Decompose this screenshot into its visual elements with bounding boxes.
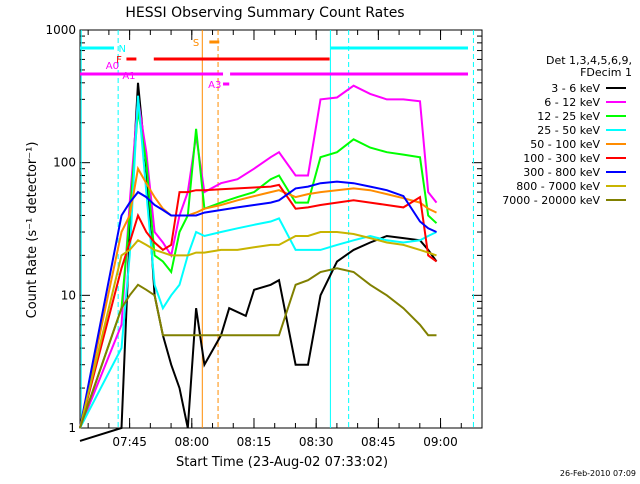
legend-label: 100 - 300 keV <box>523 152 600 165</box>
x-tick-label: 08:00 <box>175 435 210 449</box>
legend-label: 12 - 25 keV <box>537 110 600 123</box>
flag-label: A3 <box>208 80 221 91</box>
flag-label: F <box>116 55 122 66</box>
y-tick-label: 10 <box>61 288 76 302</box>
plot-frame <box>79 29 483 429</box>
x-tick-label: 07:45 <box>112 435 147 449</box>
y-tick-label: 100 <box>53 156 76 170</box>
axes <box>79 29 483 429</box>
x-axis-label: Start Time (23-Aug-02 07:33:02) <box>176 455 388 470</box>
legend-label: 800 - 7000 keV <box>516 180 600 193</box>
legend-label: 25 - 50 keV <box>537 124 600 137</box>
chart-title: HESSI Observing Summary Count Rates <box>125 5 404 21</box>
y-tick-label: 1 <box>68 421 76 435</box>
flag-label: N <box>119 44 126 55</box>
series-line <box>79 267 437 429</box>
x-axis-ticks: 07:45 08:00 08:15 08:30 08:45 09:00 <box>87 30 483 449</box>
flag-label: S <box>193 38 199 49</box>
series-line <box>79 231 437 429</box>
x-tick-label: 08:45 <box>361 435 396 449</box>
series-line <box>79 180 437 429</box>
x-tick-label: 09:00 <box>423 435 458 449</box>
legend-header: Det 1,3,4,5,6,9, <box>546 54 632 67</box>
legend-label: 6 - 12 keV <box>544 96 600 109</box>
y-tick-label: 1000 <box>45 23 76 37</box>
legend-label: 3 - 6 keV <box>551 82 600 95</box>
series-lines <box>79 82 438 442</box>
flag-label: A1 <box>122 71 135 82</box>
footer-stamp: 26-Feb-2010 07:09 <box>560 469 636 478</box>
legend-label: 7000 - 20000 keV <box>502 194 600 207</box>
series-line <box>79 165 437 429</box>
legend-label: 300 - 800 keV <box>523 166 600 179</box>
x-tick-label: 08:15 <box>237 435 272 449</box>
y-axis-label: Count Rate (s⁻¹ detector⁻¹) <box>25 142 40 319</box>
x-tick-label: 08:30 <box>299 435 334 449</box>
legend-label: 50 - 100 keV <box>530 138 600 151</box>
series-line <box>79 109 438 429</box>
legend-header: FDecim 1 <box>580 66 632 79</box>
series-line <box>79 183 438 429</box>
flag-label: A0 <box>106 61 119 72</box>
